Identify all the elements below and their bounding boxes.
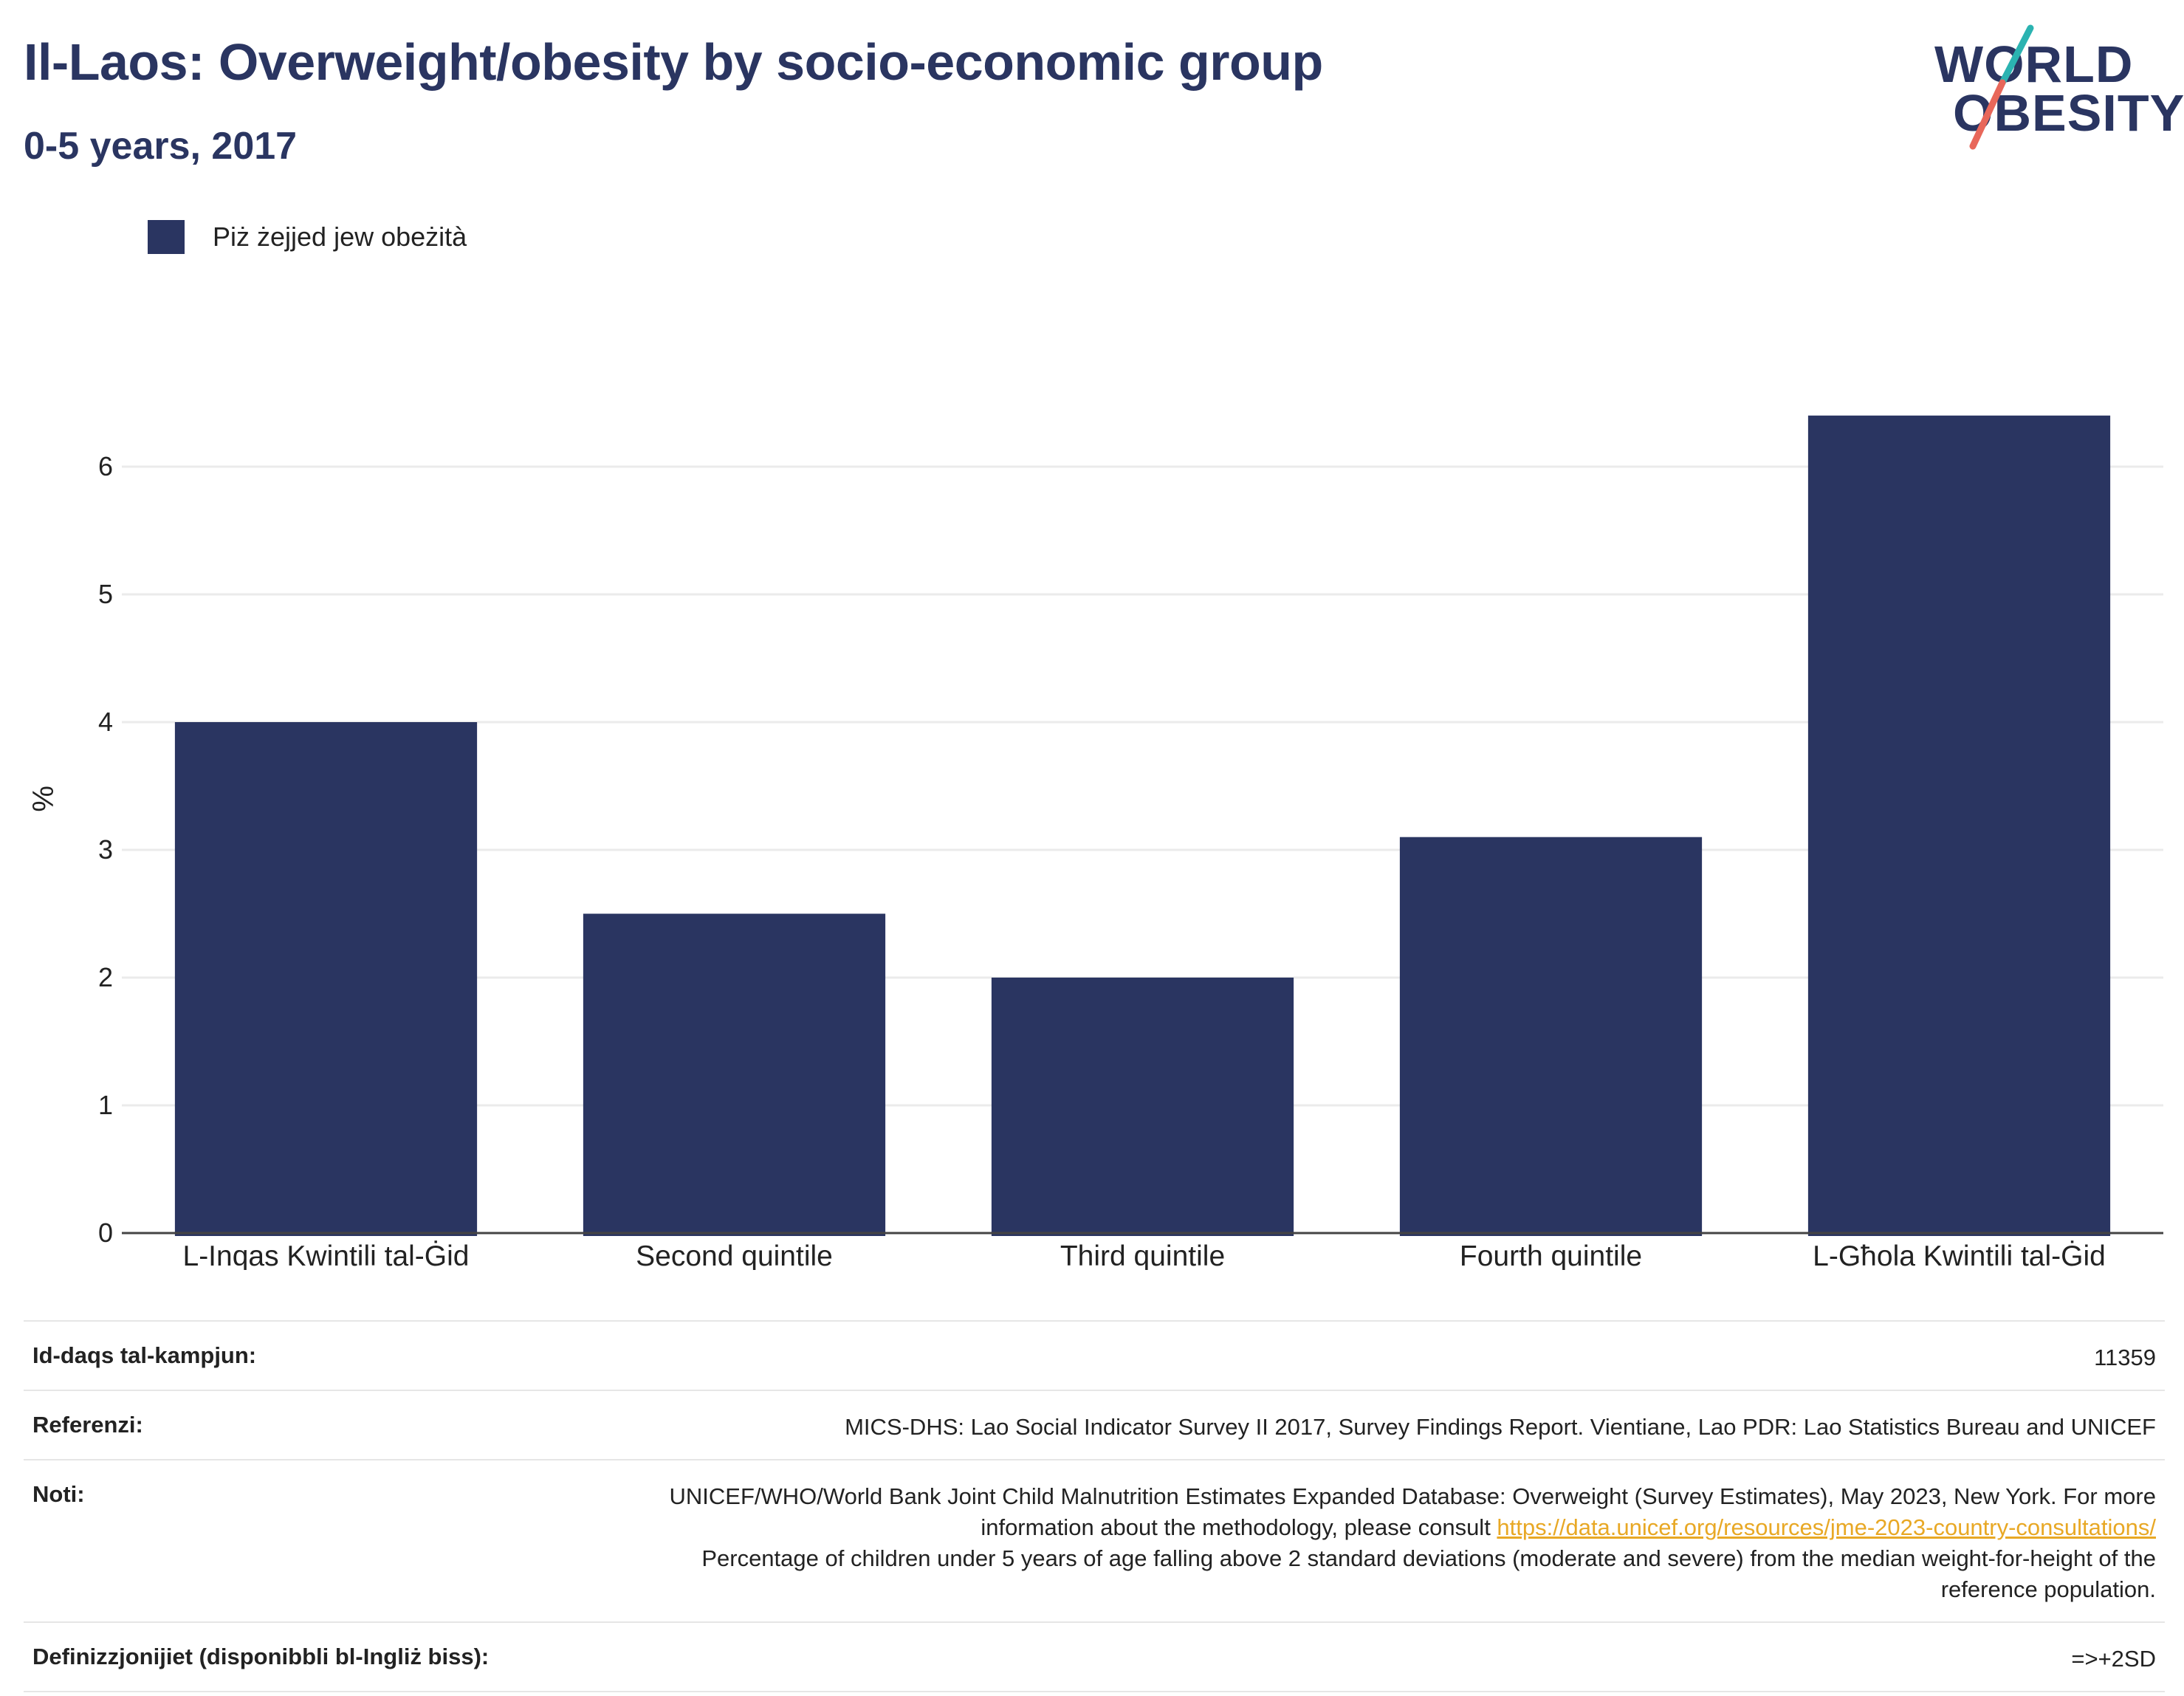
x-tick-label: Fourth quintile xyxy=(1460,1240,1642,1270)
y-tick-label: 2 xyxy=(98,962,113,992)
notes-row: Noti: UNICEF/WHO/World Bank Joint Child … xyxy=(24,1459,2165,1621)
sample-size-label: Id-daqs tal-kampjun: xyxy=(32,1342,257,1368)
legend-swatch xyxy=(148,220,185,254)
bar xyxy=(991,978,1294,1236)
y-tick-label: 6 xyxy=(98,451,113,481)
y-tick-label: 0 xyxy=(98,1218,113,1248)
notes-value: UNICEF/WHO/World Bank Joint Child Malnut… xyxy=(605,1481,2156,1605)
notes-link[interactable]: https://data.unicef.org/resources/jme-20… xyxy=(1497,1514,2156,1540)
world-obesity-logo: WORLD OBESITY xyxy=(1920,22,2184,155)
notes-text-1: UNICEF/WHO/World Bank Joint Child Malnut… xyxy=(669,1483,2156,1540)
legend-label: Piż żejjed jew obeżità xyxy=(213,222,467,252)
x-tick-label: Second quintile xyxy=(636,1240,833,1270)
bar xyxy=(1807,415,2111,1236)
sample-size-row: Id-daqs tal-kampjun: 11359 xyxy=(24,1320,2165,1390)
x-tick-label: L-Għola Kwintili tal-Ġid xyxy=(1813,1240,2106,1270)
legend: Piż żejjed jew obeżità xyxy=(148,220,467,254)
bar xyxy=(1399,837,1703,1236)
y-tick-label: 5 xyxy=(98,579,113,609)
x-tick-label: Third quintile xyxy=(1060,1240,1225,1270)
y-tick-label: 1 xyxy=(98,1090,113,1120)
y-axis-label: % xyxy=(27,786,60,812)
definitions-label: Definizzjonijiet (disponibbli bl-Ingliż … xyxy=(32,1644,490,1669)
bar xyxy=(583,913,886,1236)
info-table: Id-daqs tal-kampjun: 11359 Referenzi: MI… xyxy=(24,1320,2165,1692)
sample-size-value: 11359 xyxy=(2094,1345,2156,1370)
logo-line-1: WORLD xyxy=(1934,35,2134,93)
notes-label: Noti: xyxy=(32,1481,85,1507)
references-row: Referenzi: MICS-DHS: Lao Social Indicato… xyxy=(24,1390,2165,1459)
notes-text-2: Percentage of children under 5 years of … xyxy=(701,1545,2156,1602)
logo-slash-icon xyxy=(1969,24,2034,150)
references-label: Referenzi: xyxy=(32,1412,143,1438)
chart-title: Il-Laos: Overweight/obesity by socio-eco… xyxy=(24,33,1323,91)
definitions-row: Definizzjonijiet (disponibbli bl-Ingliż … xyxy=(24,1621,2165,1692)
bar-chart: 0 1 2 3 4 5 6% L-Inqas Kwintili tal-Ġid Second q… xyxy=(27,415,2163,1270)
y-tick-label: 4 xyxy=(98,707,113,737)
references-value: MICS-DHS: Lao Social Indicator Survey II… xyxy=(845,1414,2156,1440)
definitions-value: =>+2SD xyxy=(2071,1646,2156,1672)
y-tick-label: 3 xyxy=(98,834,113,865)
bar xyxy=(174,722,478,1236)
chart-subtitle: 0-5 years, 2017 xyxy=(24,125,298,168)
x-tick-label: L-Inqas Kwintili tal-Ġid xyxy=(183,1240,470,1270)
